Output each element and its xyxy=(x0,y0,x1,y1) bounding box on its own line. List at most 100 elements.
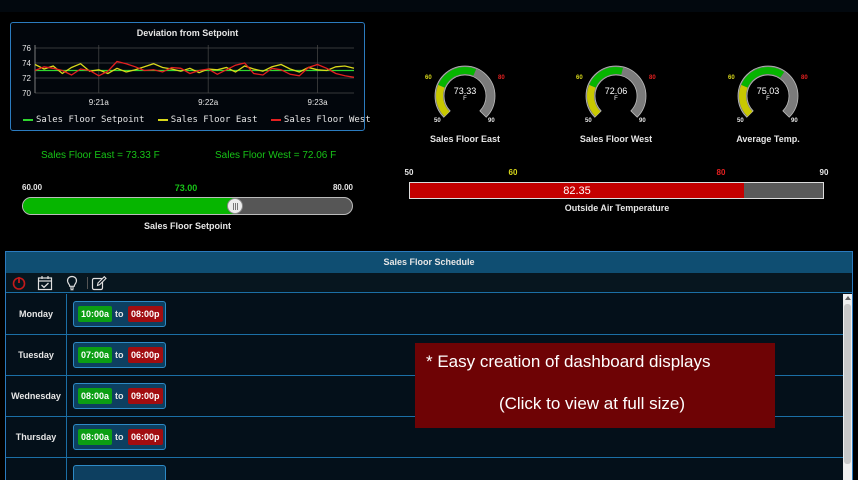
gauge-max-label: 90 xyxy=(791,118,798,124)
banner-headline: * Easy creation of dashboard displays xyxy=(426,352,711,371)
gauge-min-label: 50 xyxy=(434,118,441,124)
bar-tick-min: 50 xyxy=(404,168,414,177)
gauge-value-fill xyxy=(589,67,623,88)
to-connector: to xyxy=(115,309,124,319)
chart-plot: 76 74 72 70 9:21a 9:22a 9:23a xyxy=(22,44,355,107)
gauge-unit: F xyxy=(614,96,618,102)
edit-icon[interactable] xyxy=(91,275,107,291)
off-time[interactable]: 06:00p xyxy=(128,347,163,363)
outside-air-bar: 50 60 80 90 82.35 Outside Air Temperatur… xyxy=(404,168,829,216)
time-slot[interactable]: 10:00a to 08:00p xyxy=(73,301,166,327)
schedule-row-monday: Monday 10:00a to 08:00p xyxy=(6,294,844,335)
gauge-low-label: 60 xyxy=(425,75,432,81)
toolbar-divider xyxy=(87,277,88,289)
gauge-name: Sales Floor East xyxy=(429,134,501,144)
scroll-up-icon[interactable] xyxy=(845,296,851,300)
bar-tick-low: 60 xyxy=(508,168,518,177)
legend-item-east: Sales Floor East xyxy=(157,115,258,125)
off-time[interactable]: 08:00p xyxy=(128,306,163,322)
on-time[interactable]: 08:00a xyxy=(78,388,113,404)
promo-banner[interactable]: * Easy creation of dashboard displays (C… xyxy=(415,343,775,428)
gauge-sales-floor-west: 72.06 F 60 80 50 90 Sales Floor West xyxy=(571,62,661,146)
day-label: Thursday xyxy=(6,417,67,457)
legend-item-setpoint: Sales Floor Setpoint xyxy=(23,115,144,125)
x-tick-label: 9:22a xyxy=(198,98,219,107)
gauge-average-temp: 75.03 F 60 80 50 90 Average Temp. xyxy=(723,62,813,146)
slider-track[interactable] xyxy=(22,197,353,215)
gauge-arc xyxy=(434,65,496,118)
bar-fill: 82.35 xyxy=(410,183,744,198)
chart-title: Deviation from Setpoint xyxy=(136,28,239,38)
legend-label: Sales Floor East xyxy=(170,115,258,125)
y-tick-label: 76 xyxy=(22,44,31,53)
power-icon[interactable] xyxy=(11,275,27,291)
gauge-min-label: 50 xyxy=(585,118,592,124)
to-connector: to xyxy=(115,432,124,442)
slider-min: 60.00 xyxy=(22,183,43,192)
gauge-sales-floor-east: 73.33 F 60 80 50 90 Sales Floor East xyxy=(420,62,510,146)
legend-label: Sales Floor West xyxy=(283,115,371,125)
gauge-value-fill xyxy=(741,67,785,88)
time-slot[interactable] xyxy=(73,465,166,480)
y-tick-label: 72 xyxy=(22,74,31,83)
time-slot[interactable]: 08:00a to 06:00p xyxy=(73,424,166,450)
day-label: Wednesday xyxy=(6,376,67,416)
x-tick-label: 9:21a xyxy=(89,98,110,107)
top-bar xyxy=(0,0,858,12)
time-slot[interactable]: 07:00a to 06:00p xyxy=(73,342,166,368)
gauge-high-label: 80 xyxy=(498,75,505,81)
west-readout: Sales Floor West = 72.06 F xyxy=(215,150,337,161)
off-time[interactable]: 09:00p xyxy=(128,388,163,404)
legend-label: Sales Floor Setpoint xyxy=(36,115,145,125)
scroll-thumb[interactable] xyxy=(844,304,851,464)
gauge-name: Average Temp. xyxy=(736,134,800,144)
legend-swatch xyxy=(157,118,168,121)
on-time[interactable]: 08:00a xyxy=(78,429,113,445)
slider-handle[interactable] xyxy=(226,198,243,214)
gauge-low-fill xyxy=(436,84,450,117)
day-label: Tuesday xyxy=(6,335,67,375)
east-readout: Sales Floor East = 73.33 F xyxy=(41,150,160,161)
on-time[interactable]: 10:00a xyxy=(78,306,113,322)
day-label: Monday xyxy=(6,294,67,334)
x-tick-label: 9:23a xyxy=(308,98,329,107)
gauge-low-fill xyxy=(587,84,601,117)
slider-max: 80.00 xyxy=(332,183,353,192)
gauge-arc xyxy=(737,65,799,118)
schedule-toolbar xyxy=(6,273,852,293)
gauge-arc xyxy=(585,65,647,118)
schedule-row-partial xyxy=(6,458,844,480)
legend-swatch xyxy=(23,118,33,121)
to-connector: to xyxy=(115,350,124,360)
lightbulb-icon[interactable] xyxy=(64,275,80,291)
gauge-value: 72.06 xyxy=(604,86,628,96)
gauge-name: Sales Floor West xyxy=(579,134,653,144)
bar-track: 82.35 xyxy=(409,182,824,199)
legend-item-west: Sales Floor West xyxy=(270,115,371,125)
banner-link[interactable]: (Click to view at full size) xyxy=(498,394,686,413)
bar-value: 82.35 xyxy=(563,185,591,197)
slider-value: 73.00 xyxy=(174,183,198,193)
series-line-2 xyxy=(34,60,355,78)
y-tick-label: 74 xyxy=(22,59,31,68)
gauge-max-label: 90 xyxy=(488,118,495,124)
time-slot[interactable]: 08:00a to 09:00p xyxy=(73,383,166,409)
slider-label: Sales Floor Setpoint xyxy=(143,221,231,231)
gauge-max-label: 90 xyxy=(639,118,646,124)
bar-tick-max: 90 xyxy=(819,168,829,177)
schedule-row-thursday: Thursday 08:00a to 06:00p xyxy=(6,417,844,458)
off-time[interactable]: 06:00p xyxy=(128,429,163,445)
on-time[interactable]: 07:00a xyxy=(78,347,113,363)
schedule-scrollbar[interactable] xyxy=(843,294,852,480)
day-label xyxy=(6,458,67,480)
gauge-min-label: 50 xyxy=(737,118,744,124)
schedule-rows: Monday 10:00a to 08:00p Tuesday 07:00a t… xyxy=(6,294,844,480)
calendar-check-icon[interactable] xyxy=(37,275,53,291)
setpoint-slider[interactable]: 60.00 73.00 80.00 Sales Floor Setpoint xyxy=(22,183,353,233)
gauge-value-fill xyxy=(438,67,477,88)
legend-swatch xyxy=(270,118,281,121)
chart-legend: Sales Floor Setpoint Sales Floor East Sa… xyxy=(23,115,379,125)
gauge-low-fill xyxy=(739,84,753,117)
gauge-value: 75.03 xyxy=(756,86,780,96)
gauge-high-label: 80 xyxy=(649,75,656,81)
